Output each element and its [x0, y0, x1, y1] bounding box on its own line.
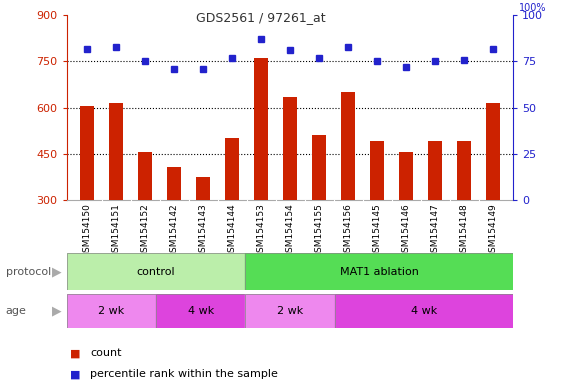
- Text: GSM154152: GSM154152: [140, 204, 150, 258]
- Text: GSM154153: GSM154153: [256, 204, 266, 258]
- Bar: [67, 253, 245, 290]
- Bar: [245, 294, 335, 328]
- Bar: [335, 294, 513, 328]
- Text: GSM154149: GSM154149: [488, 204, 498, 258]
- Text: 4 wk: 4 wk: [187, 306, 214, 316]
- Text: percentile rank within the sample: percentile rank within the sample: [90, 369, 278, 379]
- Text: ▶: ▶: [52, 305, 61, 318]
- Text: count: count: [90, 348, 121, 358]
- Text: age: age: [6, 306, 27, 316]
- Bar: [225, 138, 239, 200]
- Bar: [156, 294, 245, 328]
- Bar: [167, 167, 181, 200]
- Bar: [109, 103, 123, 200]
- Bar: [67, 253, 245, 290]
- Text: GSM154143: GSM154143: [198, 204, 208, 258]
- Text: 2 wk: 2 wk: [277, 306, 303, 316]
- Text: GSM154150: GSM154150: [82, 204, 92, 258]
- Bar: [67, 294, 156, 328]
- Text: 100%: 100%: [519, 3, 546, 13]
- Bar: [245, 294, 335, 328]
- Bar: [428, 141, 442, 200]
- Text: GSM154156: GSM154156: [343, 204, 353, 258]
- Bar: [245, 253, 513, 290]
- Text: control: control: [137, 266, 175, 277]
- Text: GSM154146: GSM154146: [401, 204, 411, 258]
- Text: 4 wk: 4 wk: [411, 306, 437, 316]
- Bar: [283, 97, 297, 200]
- Bar: [457, 141, 471, 200]
- Bar: [370, 141, 384, 200]
- Bar: [312, 135, 326, 200]
- Bar: [138, 152, 152, 200]
- Bar: [80, 106, 94, 200]
- Text: GSM154145: GSM154145: [372, 204, 382, 258]
- Text: ▶: ▶: [52, 265, 61, 278]
- Bar: [341, 92, 355, 200]
- Bar: [196, 177, 210, 200]
- Text: protocol: protocol: [6, 266, 51, 277]
- Text: MAT1 ablation: MAT1 ablation: [340, 266, 419, 277]
- Text: ■: ■: [70, 348, 80, 358]
- Text: 2 wk: 2 wk: [98, 306, 125, 316]
- Bar: [399, 152, 413, 200]
- Bar: [156, 294, 245, 328]
- Text: GDS2561 / 97261_at: GDS2561 / 97261_at: [196, 12, 326, 25]
- Text: ■: ■: [70, 369, 80, 379]
- Text: GSM154142: GSM154142: [169, 204, 179, 258]
- Bar: [254, 58, 268, 200]
- Text: GSM154147: GSM154147: [430, 204, 440, 258]
- Text: GSM154151: GSM154151: [111, 204, 121, 258]
- Bar: [67, 294, 156, 328]
- Bar: [245, 253, 513, 290]
- Bar: [335, 294, 513, 328]
- Text: GSM154154: GSM154154: [285, 204, 295, 258]
- Bar: [486, 103, 500, 200]
- Text: GSM154155: GSM154155: [314, 204, 324, 258]
- Text: GSM154148: GSM154148: [459, 204, 469, 258]
- Text: GSM154144: GSM154144: [227, 204, 237, 258]
